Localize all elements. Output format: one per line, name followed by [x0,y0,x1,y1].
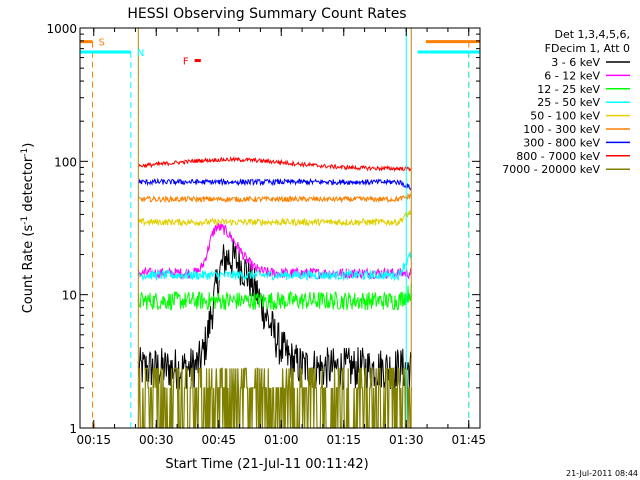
x-axis-label: Start Time (21-Jul-11 00:11:42) [165,457,368,472]
x-tick-label: 00:15 [76,433,111,447]
flag-label: S [99,38,105,49]
legend-label: 50 - 100 keV [530,110,600,123]
legend-label: 100 - 300 keV [523,123,600,136]
x-tick-label: 01:30 [389,433,424,447]
y-tick-label: 10 [62,289,77,303]
y-tick-label: 100 [54,155,77,169]
series-line: 300 - 800 keV [137,177,412,191]
series-line: 12 - 25 keV [137,283,412,311]
footer-timestamp: 21-Jul-2011 08:44 [566,469,638,478]
y-tick-label: 1000 [46,22,77,36]
x-tick-label: 01:45 [451,433,486,447]
legend-header: FDecim 1, Att 0 [545,42,630,55]
legend-label: 12 - 25 keV [537,83,600,96]
axes-frame [79,27,481,429]
legend-label: 25 - 50 keV [537,96,600,109]
series-line: 25 - 50 keV [137,252,412,282]
x-tick-label: 01:15 [326,433,361,447]
legend-label: 3 - 6 keV [551,56,600,69]
x-tick-label: 00:45 [201,433,236,447]
series-line: 50 - 100 keV [137,209,412,228]
x-tick-label: 01:00 [264,433,299,447]
series-line: 3 - 6 keV [137,238,412,391]
flag-label: F [183,57,189,68]
legend-label: 800 - 7000 keV [516,150,600,163]
legend-label: 7000 - 20000 keV [502,163,600,176]
series-line: 100 - 300 keV [137,192,412,204]
flag-label: N [137,48,144,59]
y-tick-label: 1 [69,422,77,436]
x-tick-label: 00:30 [139,433,174,447]
legend: Det 1,3,4,5,6,FDecim 1, Att 03 - 6 keV6 … [502,28,630,176]
legend-header: Det 1,3,4,5,6, [554,28,630,41]
legend-label: 300 - 800 keV [523,136,600,149]
legend-label: 6 - 12 keV [544,69,600,82]
series-line: 800 - 7000 keV [138,155,412,173]
chart-title: HESSI Observing Summary Count Rates [127,6,406,22]
y-axis-label: Count Rate (s-1 detector-1) [20,143,36,314]
